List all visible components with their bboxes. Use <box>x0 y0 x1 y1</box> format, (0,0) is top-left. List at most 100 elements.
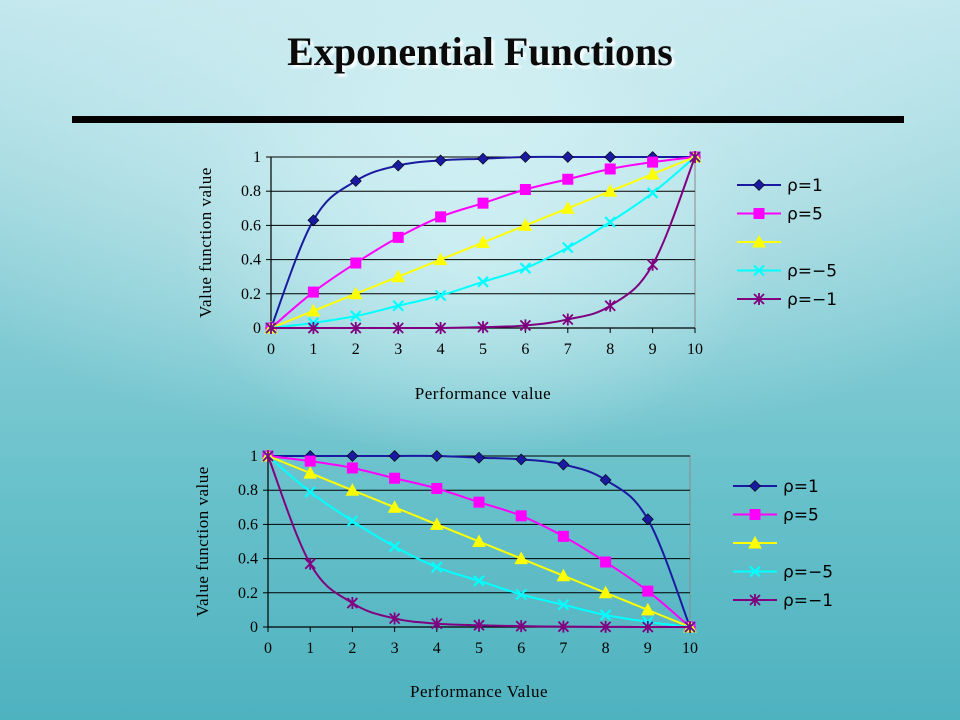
data-point <box>604 163 616 175</box>
data-point <box>515 510 527 522</box>
data-point <box>477 276 489 288</box>
data-point <box>557 458 570 471</box>
data-point <box>346 450 359 462</box>
legend-marker <box>753 179 765 191</box>
data-point <box>431 617 443 630</box>
data-point <box>388 540 401 553</box>
legend-entry <box>733 535 777 549</box>
data-point <box>477 152 489 165</box>
series-1 <box>265 151 701 334</box>
legend-label: ρ=−1 <box>783 591 833 611</box>
x-tick-label: 2 <box>348 640 356 657</box>
y-tick-label: 0.2 <box>241 286 261 303</box>
x-tick-label: 4 <box>433 640 441 657</box>
legend-marker <box>749 565 761 578</box>
data-point <box>304 557 316 570</box>
data-point <box>604 299 616 312</box>
data-point <box>346 462 358 474</box>
data-point <box>473 619 485 632</box>
data-point <box>557 598 570 611</box>
x-tick-label: 6 <box>517 640 525 657</box>
data-point <box>642 585 654 597</box>
legend-entry: ρ=−1 <box>733 591 833 611</box>
y-axis-title: Value function value <box>196 167 215 318</box>
legend-marker <box>753 293 765 305</box>
data-point <box>477 197 489 209</box>
data-point <box>645 167 660 180</box>
data-point <box>604 216 616 228</box>
data-point <box>392 231 404 243</box>
legend-marker <box>749 480 761 492</box>
data-point <box>303 466 318 479</box>
data-point <box>514 551 529 565</box>
data-point <box>307 286 319 298</box>
data-point <box>473 575 485 587</box>
x-tick-label: 9 <box>649 341 657 358</box>
data-point <box>473 496 485 508</box>
y-tick-label: 0.8 <box>238 482 258 499</box>
legend-label: ρ=−5 <box>783 563 833 583</box>
data-point <box>641 513 654 526</box>
x-tick-label: 8 <box>602 640 610 657</box>
data-point <box>388 612 401 625</box>
data-point <box>519 262 532 274</box>
y-tick-label: 0 <box>250 619 258 636</box>
legend-entry: ρ=5 <box>737 205 823 225</box>
legend-entry: ρ=1 <box>737 176 823 196</box>
data-point <box>600 556 612 568</box>
legend-marker <box>753 208 765 219</box>
data-point <box>434 154 447 167</box>
legend-label: ρ=−1 <box>787 290 837 310</box>
data-point <box>389 472 401 484</box>
y-tick-label: 1 <box>250 448 258 465</box>
x-tick-label: 5 <box>475 640 483 657</box>
data-point <box>562 313 574 326</box>
data-point <box>477 321 489 334</box>
data-point <box>689 151 701 163</box>
x-tick-label: 8 <box>606 341 614 358</box>
data-point <box>434 322 447 334</box>
data-point <box>684 621 696 633</box>
series-4 <box>262 450 696 633</box>
data-point <box>642 621 654 633</box>
y-tick-label: 0.6 <box>241 217 261 234</box>
data-point <box>646 258 659 271</box>
data-point <box>557 620 570 633</box>
x-tick-label: 5 <box>479 341 487 358</box>
y-tick-label: 1 <box>253 149 261 166</box>
data-point <box>307 214 320 227</box>
data-point <box>304 486 316 498</box>
data-point <box>433 252 448 266</box>
data-point <box>265 322 277 334</box>
x-tick-label: 0 <box>267 341 275 358</box>
data-point <box>349 175 362 187</box>
data-point <box>519 183 531 195</box>
data-point <box>519 151 532 163</box>
legend-marker <box>753 264 765 277</box>
data-point <box>346 597 359 610</box>
data-point <box>345 483 360 496</box>
data-point <box>560 201 575 214</box>
legend-entry: ρ=−5 <box>737 262 837 282</box>
slide-title: Exponential Functions <box>287 29 673 74</box>
x-axis-title: Performance value <box>415 384 551 403</box>
data-point <box>431 482 443 494</box>
data-point <box>430 450 443 462</box>
data-point <box>515 453 528 466</box>
data-point <box>599 474 612 486</box>
data-point <box>346 515 359 527</box>
x-tick-label: 10 <box>687 341 703 358</box>
data-point <box>646 187 659 199</box>
data-point <box>476 235 490 248</box>
series-2 <box>261 448 697 633</box>
data-point <box>562 241 574 254</box>
y-tick-label: 0.8 <box>241 183 261 200</box>
data-point <box>515 620 527 633</box>
data-point <box>307 322 320 334</box>
data-point <box>350 310 362 322</box>
y-tick-label: 0.4 <box>238 551 258 568</box>
data-point <box>640 602 655 616</box>
x-tick-label: 0 <box>264 640 272 657</box>
data-point <box>387 500 402 513</box>
x-tick-label: 10 <box>682 640 698 657</box>
